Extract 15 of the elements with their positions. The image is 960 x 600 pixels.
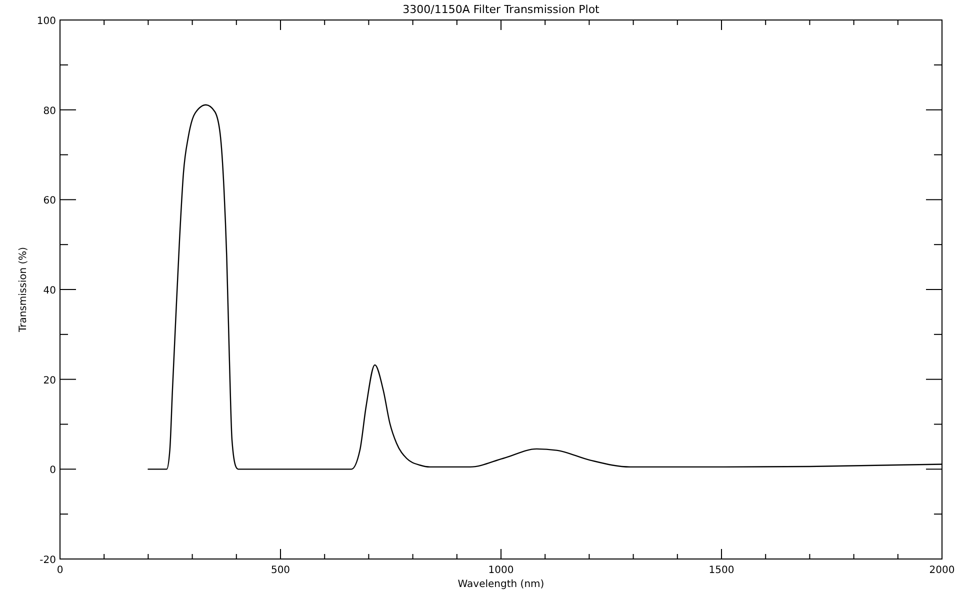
x-tick-label: 500 bbox=[270, 565, 290, 576]
x-tick-label: 1500 bbox=[708, 565, 734, 576]
chart-title: 3300/1150A Filter Transmission Plot bbox=[402, 3, 600, 16]
x-tick-label: 0 bbox=[56, 565, 64, 576]
y-tick-label: 40 bbox=[43, 286, 56, 296]
x-tick-label: 1000 bbox=[488, 565, 514, 576]
y-tick-label: 100 bbox=[36, 16, 56, 27]
y-axis-title: Transmission (%) bbox=[18, 246, 29, 334]
x-tick-label: 2000 bbox=[929, 565, 955, 576]
y-tick-label: 60 bbox=[43, 196, 56, 207]
y-tick-label: 20 bbox=[43, 375, 56, 386]
y-tick-label: 80 bbox=[43, 106, 56, 117]
y-tick-label: 0 bbox=[50, 465, 56, 476]
y-tick-label: -20 bbox=[40, 555, 56, 566]
x-axis-title: Wavelength (nm) bbox=[458, 579, 544, 590]
